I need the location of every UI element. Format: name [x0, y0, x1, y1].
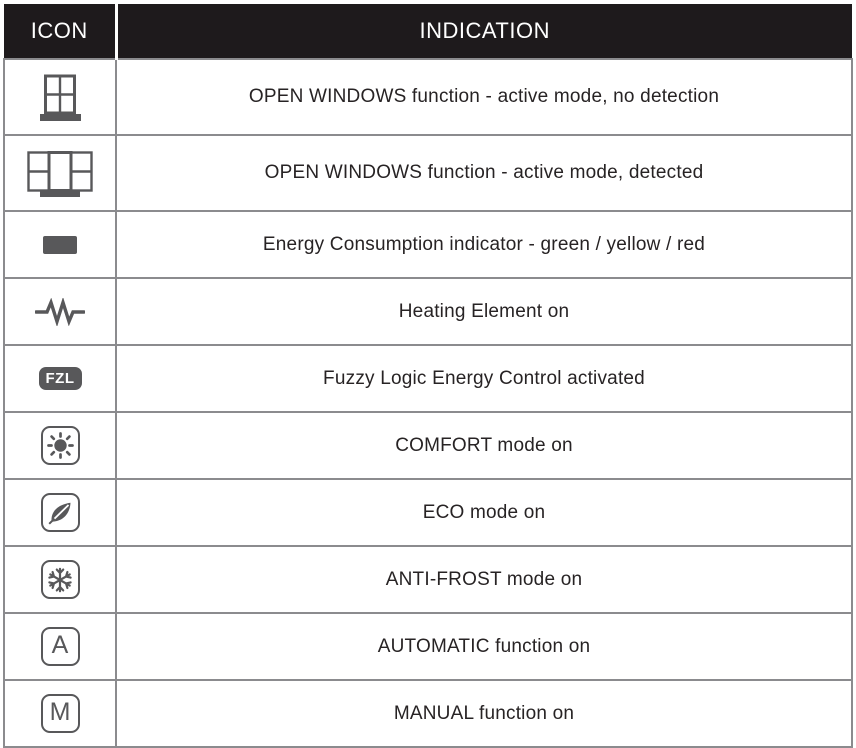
- table-row: ECO mode on: [3, 478, 853, 547]
- indication-text: COMFORT mode on: [115, 411, 853, 480]
- icon-cell: [3, 210, 117, 279]
- icon-cell: [3, 134, 117, 212]
- table-row: ANTI-FROST mode on: [3, 545, 853, 614]
- column-header-indication: INDICATION: [114, 4, 852, 60]
- icon-cell: [3, 277, 117, 346]
- eco-leaf-icon: [47, 502, 70, 525]
- table-row: A AUTOMATIC function on: [3, 612, 853, 681]
- heating-element-icon: [35, 297, 85, 326]
- table-row: Energy Consumption indicator - green / y…: [3, 210, 853, 279]
- indication-text: MANUAL function on: [115, 679, 853, 748]
- icon-cell: M: [3, 679, 117, 748]
- manual-letter: M: [49, 698, 71, 726]
- table-row: FZL Fuzzy Logic Energy Control activated: [3, 344, 853, 413]
- automatic-icon: A: [40, 627, 80, 666]
- table-row: OPEN WINDOWS function - active mode, no …: [3, 58, 853, 136]
- comfort-sun-icon: [46, 432, 74, 459]
- indication-text: AUTOMATIC function on: [115, 612, 853, 681]
- fuzzy-logic-badge-icon: FZL: [38, 367, 82, 390]
- fzl-badge-label: FZL: [45, 370, 75, 387]
- manual-page: ICON INDICATION: [3, 4, 853, 748]
- anti-frost-mode-box: [40, 560, 80, 599]
- column-header-icon: ICON: [4, 4, 116, 60]
- icon-cell: FZL: [3, 344, 117, 413]
- icon-cell: A: [3, 612, 117, 681]
- anti-frost-snowflake-icon: [48, 567, 72, 592]
- icon-cell: [3, 58, 117, 136]
- energy-consumption-icon: [43, 235, 77, 254]
- indication-text: ANTI-FROST mode on: [115, 545, 853, 614]
- eco-mode-box: [40, 493, 80, 532]
- indication-text: Fuzzy Logic Energy Control activated: [115, 344, 853, 413]
- indication-text: ECO mode on: [115, 478, 853, 547]
- indication-text: OPEN WINDOWS function - active mode, det…: [115, 134, 853, 212]
- indication-text: OPEN WINDOWS function - active mode, no …: [115, 58, 853, 136]
- window-open-icon: [27, 150, 93, 197]
- icon-cell: [3, 545, 117, 614]
- table-row: Heating Element on: [3, 277, 853, 346]
- icon-cell: [3, 411, 117, 480]
- comfort-mode-box: [40, 426, 80, 465]
- icon-indication-table: ICON INDICATION: [3, 4, 853, 748]
- indication-text: Heating Element on: [115, 277, 853, 346]
- automatic-letter: A: [51, 631, 69, 659]
- header-row: ICON INDICATION: [4, 4, 852, 60]
- window-closed-icon: [40, 74, 81, 121]
- table-row: OPEN WINDOWS function - active mode, det…: [3, 134, 853, 212]
- icon-cell: [3, 478, 117, 547]
- table-row: COMFORT mode on: [3, 411, 853, 480]
- table-row: M MANUAL function on: [3, 679, 853, 748]
- indication-text: Energy Consumption indicator - green / y…: [115, 210, 853, 279]
- manual-icon: M: [40, 694, 80, 733]
